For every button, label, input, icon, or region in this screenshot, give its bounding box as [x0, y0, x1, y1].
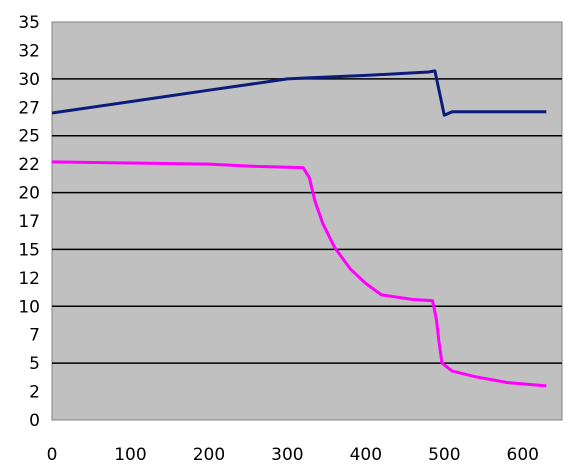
x-tick-label: 500 [428, 445, 460, 465]
y-tick-label: 7 [29, 326, 40, 346]
y-tick-label: 10 [18, 297, 40, 317]
x-axis: 0 100 200 300 400 500 600 [47, 445, 539, 465]
y-tick-label: 30 [18, 70, 40, 90]
y-tick-label: 5 [29, 354, 40, 374]
y-tick-label: 0 [29, 411, 40, 431]
y-tick-label: 17 [18, 212, 40, 232]
x-tick-label: 0 [47, 445, 58, 465]
y-tick-label: 20 [18, 184, 40, 204]
x-tick-label: 100 [114, 445, 146, 465]
y-tick-label: 15 [18, 240, 40, 260]
x-tick-label: 200 [193, 445, 225, 465]
y-tick-label: 25 [18, 127, 40, 147]
y-tick-label: 32 [18, 41, 40, 61]
series-layer [51, 69, 547, 388]
plot-area [51, 21, 563, 421]
y-tick-label: 2 [29, 383, 40, 403]
series-line-1 [51, 69, 547, 117]
series-line-2 [51, 160, 547, 388]
x-tick-label: 600 [507, 445, 539, 465]
y-tick-label: 22 [18, 155, 40, 175]
y-tick-label: 35 [18, 13, 40, 33]
y-tick-label: 27 [18, 98, 40, 118]
y-tick-label: 12 [18, 269, 40, 289]
x-tick-label: 400 [350, 445, 382, 465]
x-tick-label: 300 [271, 445, 303, 465]
